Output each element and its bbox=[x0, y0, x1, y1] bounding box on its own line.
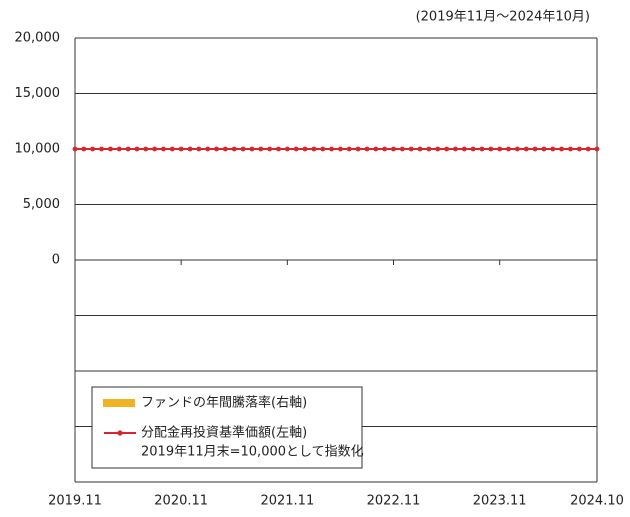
y-tick-label: 5,000 bbox=[23, 197, 60, 212]
point bbox=[408, 146, 414, 152]
point bbox=[152, 146, 158, 152]
point bbox=[134, 146, 140, 152]
x-tick-label: 2020.11 bbox=[154, 494, 208, 509]
point bbox=[346, 146, 352, 152]
point bbox=[196, 146, 202, 152]
point bbox=[187, 146, 193, 152]
point bbox=[267, 146, 273, 152]
point bbox=[90, 146, 96, 152]
point bbox=[523, 146, 529, 152]
legend-label: ファンドの年間騰落率(右軸) bbox=[141, 395, 307, 411]
point bbox=[116, 146, 122, 152]
x-tick-label: 2024.10 bbox=[570, 494, 624, 509]
point bbox=[373, 146, 379, 152]
point bbox=[461, 146, 467, 152]
point bbox=[479, 146, 485, 152]
point bbox=[125, 146, 131, 152]
point bbox=[382, 146, 388, 152]
point bbox=[470, 146, 476, 152]
point bbox=[506, 146, 511, 152]
point bbox=[435, 146, 441, 152]
legend-point bbox=[117, 430, 123, 436]
point bbox=[258, 146, 264, 152]
y-tick-label: 0 bbox=[52, 253, 60, 268]
point bbox=[417, 146, 423, 152]
x-tick-label: 2019.11 bbox=[48, 494, 102, 509]
point bbox=[284, 146, 290, 152]
point bbox=[320, 146, 326, 152]
point bbox=[276, 146, 281, 152]
point bbox=[399, 146, 405, 152]
point bbox=[497, 146, 503, 152]
point bbox=[107, 146, 113, 152]
point bbox=[364, 146, 370, 152]
point bbox=[329, 146, 334, 152]
point bbox=[426, 146, 432, 152]
point bbox=[249, 146, 255, 152]
point bbox=[391, 146, 396, 152]
point bbox=[594, 146, 600, 152]
y-tick-label: 15,000 bbox=[15, 86, 61, 101]
point bbox=[143, 146, 149, 152]
x-tick-label: 2023.11 bbox=[473, 494, 527, 509]
point bbox=[302, 146, 308, 152]
point bbox=[532, 146, 538, 152]
point bbox=[223, 146, 228, 152]
point bbox=[231, 146, 237, 152]
point bbox=[355, 146, 361, 152]
point bbox=[205, 146, 211, 152]
x-tick-label: 2022.11 bbox=[367, 494, 421, 509]
chart-subtitle: (2019年11月～2024年10月) bbox=[416, 10, 590, 25]
point bbox=[585, 146, 591, 152]
legend-box bbox=[91, 386, 363, 469]
point bbox=[72, 146, 78, 152]
x-tick-label: 2021.11 bbox=[260, 494, 314, 509]
point bbox=[576, 146, 582, 152]
point bbox=[453, 146, 458, 152]
point bbox=[559, 146, 565, 152]
legend-label: 分配金再投資基準価額(左軸) bbox=[141, 425, 307, 441]
point bbox=[541, 146, 547, 152]
point bbox=[178, 146, 184, 152]
point bbox=[214, 146, 219, 152]
point bbox=[568, 146, 573, 152]
point bbox=[311, 146, 317, 152]
legend-swatch bbox=[103, 399, 135, 407]
point bbox=[99, 146, 104, 152]
point bbox=[81, 146, 87, 152]
y-tick-label: 10,000 bbox=[15, 142, 61, 157]
point bbox=[240, 146, 246, 152]
point bbox=[444, 146, 449, 152]
point bbox=[488, 146, 494, 152]
point bbox=[514, 146, 520, 152]
point bbox=[169, 146, 175, 152]
point bbox=[293, 146, 299, 152]
point bbox=[550, 146, 556, 152]
point bbox=[161, 146, 166, 152]
y-tick-label: 20,000 bbox=[15, 31, 61, 46]
legend-note: 2019年11月末=10,000として指数化 bbox=[141, 445, 364, 460]
point bbox=[338, 146, 343, 152]
